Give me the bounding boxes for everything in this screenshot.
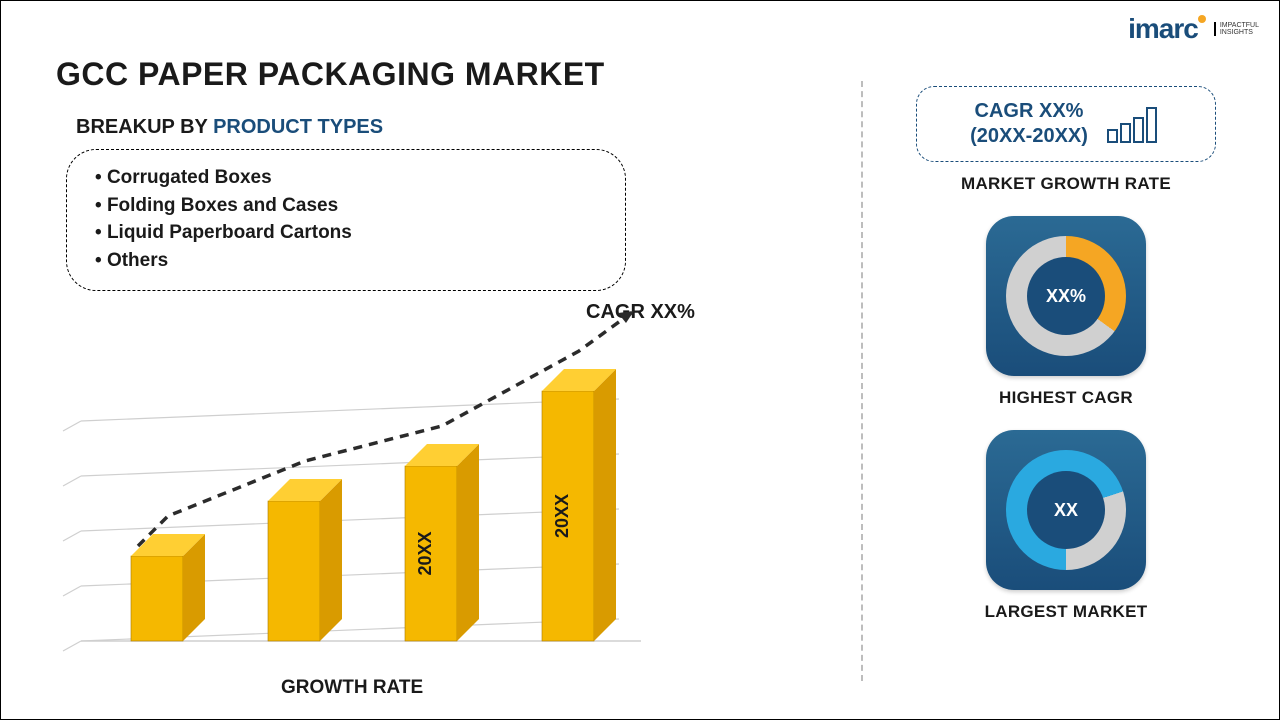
highest-cagr-donut: XX% (1006, 236, 1126, 356)
right-column: CAGR XX%(20XX-20XX) MARKET GROWTH RATE X… (901, 86, 1231, 622)
svg-text:20XX: 20XX (552, 494, 572, 538)
brand-logo: imarc IMPACTFULINSIGHTS (1128, 13, 1259, 45)
product-types-box: Corrugated Boxes Folding Boxes and Cases… (66, 149, 626, 291)
highest-cagr-tile: XX% (986, 216, 1146, 376)
logo-text: imarc (1128, 13, 1198, 45)
bar-chart-svg: 20XX 20XX (61, 311, 701, 681)
breakup-prefix: BREAKUP BY (76, 116, 213, 138)
largest-market-donut: XX (1006, 450, 1126, 570)
largest-market-title: LARGEST MARKET (985, 602, 1148, 622)
list-item: Corrugated Boxes (95, 164, 597, 192)
largest-market-tile: XX (986, 430, 1146, 590)
logo-dot-icon (1198, 15, 1206, 23)
highest-cagr-title: HIGHEST CAGR (999, 388, 1133, 408)
largest-market-value: XX (1027, 471, 1105, 549)
market-growth-box: CAGR XX%(20XX-20XX) (916, 86, 1216, 162)
vertical-divider (861, 81, 863, 681)
growth-chart: 20XX 20XX (61, 311, 701, 681)
svg-text:20XX: 20XX (415, 531, 435, 575)
x-axis-label: GROWTH RATE (281, 677, 423, 699)
growth-rate-title: MARKET GROWTH RATE (961, 174, 1171, 194)
product-list: Corrugated Boxes Folding Boxes and Cases… (95, 164, 597, 274)
list-item: Folding Boxes and Cases (95, 192, 597, 220)
page-title: GCC PAPER PACKAGING MARKET (56, 56, 605, 93)
list-item: Others (95, 247, 597, 275)
breakup-heading: BREAKUP BY PRODUCT TYPES (76, 116, 383, 139)
list-item: Liquid Paperboard Cartons (95, 219, 597, 247)
highest-cagr-value: XX% (1027, 257, 1105, 335)
breakup-highlight: PRODUCT TYPES (213, 116, 383, 138)
growth-box-text: CAGR XX%(20XX-20XX) (970, 99, 1088, 149)
logo-tagline: IMPACTFULINSIGHTS (1214, 22, 1259, 36)
bars-icon (1102, 102, 1162, 146)
